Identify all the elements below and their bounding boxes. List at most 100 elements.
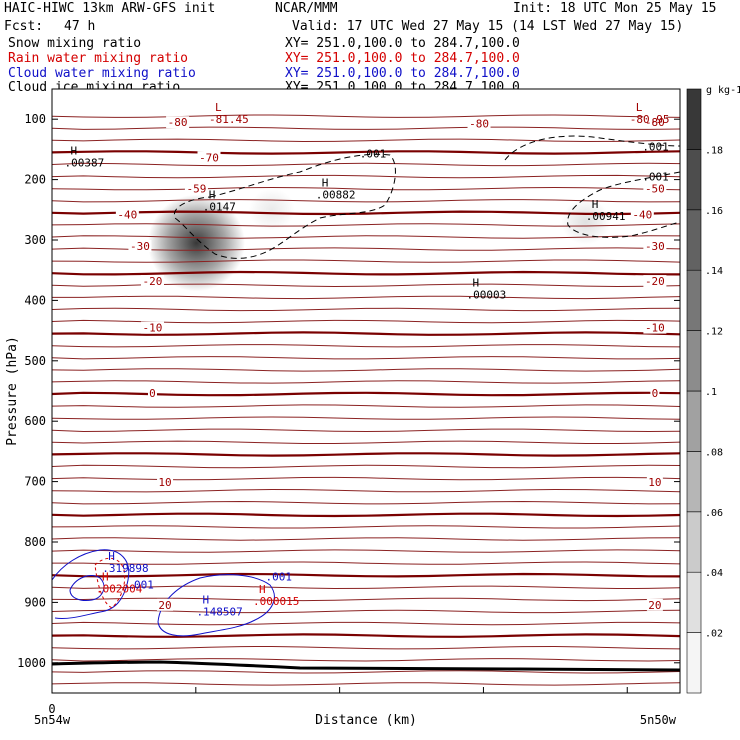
- extremum-value: .00003: [466, 288, 506, 301]
- contour-label: .001: [360, 148, 387, 161]
- isotherm-label: 10: [158, 476, 171, 489]
- y-tick-label: 900: [24, 595, 46, 609]
- cloudwater-contour-left: [52, 549, 130, 619]
- colorbar-tick-label: .16: [705, 206, 723, 217]
- isotherm-label: -40: [632, 209, 652, 222]
- colorbar-tick-label: .02: [705, 629, 723, 640]
- colorbar-tick-label: .04: [705, 568, 723, 579]
- colorbar-bin: [686, 209, 702, 271]
- field-cloudwater-name: Cloud water mixing ratio: [8, 66, 196, 81]
- isotherm-label: -80: [645, 116, 665, 129]
- isotherm-line: [52, 597, 680, 602]
- isotherm-line: [52, 199, 680, 203]
- isotherm-line: [52, 344, 680, 348]
- extremum-marker: H: [322, 177, 329, 190]
- isotherm-label-bg: [140, 275, 164, 288]
- rain-contour-left: [94, 557, 126, 609]
- colorbar-tick-label: .1: [705, 387, 717, 398]
- isotherm-line: [52, 210, 680, 216]
- isotherm-label-bg: [643, 116, 667, 129]
- y-tick-label: 600: [24, 414, 46, 428]
- field-cloudwater-xy: XY= 251.0,100.0 to 284.7,100.0: [285, 66, 520, 81]
- colorbar-tick-label: .18: [705, 145, 723, 156]
- contour-label: .001: [642, 140, 669, 153]
- colorbar-bin: [686, 269, 702, 331]
- plot-area: [52, 89, 680, 693]
- isotherm-line: [52, 416, 680, 420]
- isotherm-label: -50: [645, 183, 665, 196]
- isotherm-label-bg: [643, 240, 667, 253]
- isotherm-label-bg: [630, 208, 654, 221]
- isotherm-line: [52, 138, 680, 143]
- isotherm-line: [52, 658, 680, 662]
- isotherm-label: -10: [143, 322, 163, 335]
- isotherm-line: [52, 186, 680, 191]
- extremum-marker: H: [259, 583, 266, 596]
- cloudwater-contour-center: [157, 574, 275, 637]
- y-tick-label: 200: [24, 173, 46, 187]
- isotherm-label: 10: [648, 476, 661, 489]
- isotherm-line: [52, 428, 680, 433]
- isotherm-label-bg: [140, 321, 164, 334]
- isotherm-label-bg: [128, 240, 152, 253]
- isotherm-line: [52, 440, 680, 444]
- y-tick-label: 500: [24, 354, 46, 368]
- extremum-value: .148507: [196, 605, 242, 618]
- isotherm-label: -30: [130, 240, 150, 253]
- mixing-ratio-maximum: [561, 199, 611, 245]
- isotherm-line: [52, 645, 680, 650]
- isotherm-line: [52, 368, 680, 372]
- isotherm-line: [52, 537, 680, 541]
- isotherm-label-bg: [197, 151, 221, 164]
- isotherm-label-bg: [166, 116, 190, 129]
- extremum-marker: H: [102, 570, 109, 583]
- colorbar-bin: [686, 330, 702, 392]
- extremum-value: .000015: [253, 595, 299, 608]
- isotherm-label: -30: [645, 240, 665, 253]
- isotherm-line: [52, 356, 680, 360]
- cloudwater-contour-inner: [69, 575, 105, 601]
- isotherm-line: [52, 331, 680, 336]
- isotherm-label: -80: [469, 117, 489, 130]
- snow-contour-upper: [173, 153, 396, 259]
- y-tick-label: 400: [24, 293, 46, 307]
- extremum-value: .00941: [586, 210, 626, 223]
- isotherm-line: [52, 633, 680, 638]
- y-tick-label: 1000: [17, 656, 46, 670]
- y-tick-label: 300: [24, 233, 46, 247]
- isotherm-line: [52, 259, 680, 263]
- isotherm-line: [52, 585, 680, 590]
- y-tick-label: 800: [24, 535, 46, 549]
- isotherm-label-bg: [147, 386, 157, 399]
- extremum-value: .00387: [65, 157, 105, 170]
- isotherm-label-bg: [643, 321, 667, 334]
- isotherm-label-bg: [184, 182, 208, 195]
- isotherm-line: [52, 561, 680, 565]
- isotherm-label: -59: [187, 183, 207, 196]
- colorbar: .02 .04 .06 .08 .1 .12 .14 .16 .18: [686, 88, 723, 694]
- extremum-marker: L: [215, 101, 222, 114]
- isotherm-label: -20: [645, 275, 665, 288]
- isotherm-line: [52, 572, 680, 578]
- colorbar-bin: [686, 149, 702, 211]
- isotherm-label: -40: [117, 209, 137, 222]
- extremum-marker: H: [71, 145, 78, 158]
- isotherm-line: [52, 126, 680, 130]
- isotherm-label: 0: [149, 387, 156, 400]
- x-tick-label: 0: [48, 702, 55, 716]
- mixing-ratio-maximum: [147, 194, 245, 292]
- org-label: NCAR/MMM: [275, 1, 338, 16]
- colorbar-bin: [686, 511, 702, 573]
- x-end-label: 5n50w: [640, 713, 677, 727]
- x-start-label: 5n54w: [34, 713, 71, 727]
- x-axis: [51, 687, 628, 693]
- isotherm-line: [52, 162, 680, 167]
- isotherm-label-bg: [646, 476, 663, 489]
- isotherm-line: [52, 247, 680, 251]
- extremum-value: .319898: [102, 562, 148, 575]
- isotherm-line: [52, 380, 680, 384]
- isotherm-line: [52, 609, 680, 614]
- isotherm-line: [52, 549, 680, 553]
